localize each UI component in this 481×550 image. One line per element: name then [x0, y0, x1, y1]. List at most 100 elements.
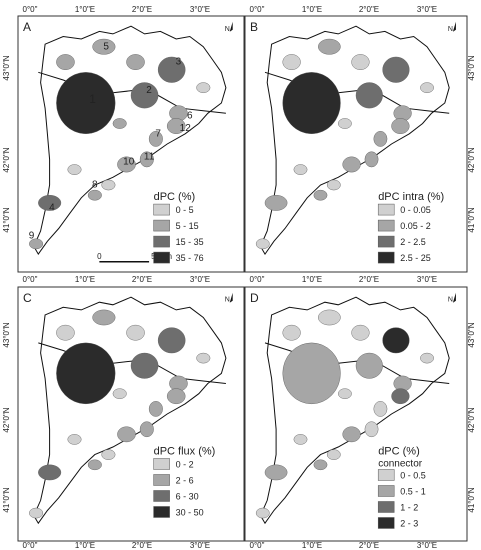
panel-label: C — [23, 291, 32, 305]
habitat-patch — [130, 352, 159, 379]
habitat-patch — [373, 401, 388, 417]
habitat-patch — [101, 449, 116, 460]
bottom-axis-tick: 3°0"E — [417, 275, 437, 284]
region-number: 12 — [180, 123, 192, 134]
top-axis-tick: 0°0" — [23, 5, 38, 14]
region-number: 6 — [187, 110, 193, 121]
bottom-axis-tick: 1°0"E — [75, 275, 95, 284]
legend-title: dPC (%) — [154, 191, 196, 203]
left-axis-tick: 41°0"N — [2, 207, 11, 232]
habitat-patch — [282, 72, 341, 134]
habitat-patch — [326, 449, 341, 460]
habitat-patch — [342, 426, 361, 443]
north-arrow-icon — [229, 21, 233, 32]
right-axis-tick: 41°0"N — [467, 487, 476, 512]
scale-bar-start: 0 — [97, 252, 102, 261]
habitat-patch — [293, 164, 308, 175]
habitat-patch — [112, 118, 127, 129]
top-axis-tick: 2°0"E — [359, 5, 379, 14]
bottom-axis-tick: 2°0"E — [132, 275, 152, 284]
panel-label: D — [250, 291, 259, 305]
legend-label: 0 - 5 — [176, 205, 194, 215]
legend-swatch — [377, 501, 395, 513]
left-axis-tick: 41°0"N — [2, 487, 11, 512]
habitat-patch — [139, 421, 154, 438]
habitat-patch — [56, 324, 75, 341]
habitat-patch — [196, 82, 211, 93]
region-number: 7 — [155, 128, 161, 139]
habitat-patch — [264, 195, 288, 211]
region-number: 2 — [146, 85, 152, 96]
habitat-patch — [382, 56, 410, 83]
right-axis-tick: 41°0"N — [467, 207, 476, 232]
bottom-axis-tick: 2°0"E — [359, 275, 379, 284]
habitat-patch — [255, 238, 270, 250]
legend-swatch — [153, 458, 170, 470]
habitat-patch — [67, 434, 82, 445]
legend-title: dPC (%) — [378, 445, 420, 457]
habitat-patch — [318, 309, 341, 326]
legend-label: 0 - 0.5 — [400, 470, 426, 480]
habitat-patch — [355, 82, 383, 109]
north-arrow-icon — [229, 292, 233, 303]
habitat-patch — [313, 189, 328, 201]
habitat-patch — [293, 434, 308, 445]
habitat-patch — [101, 179, 116, 191]
region-number: 1 — [89, 92, 96, 106]
habitat-patch — [126, 54, 145, 70]
bottom-axis-tick: 3°0"E — [417, 541, 437, 550]
habitat-patch — [282, 54, 301, 70]
habitat-patch — [282, 342, 341, 405]
legend-label: 30 - 50 — [176, 507, 204, 517]
region-number: 5 — [103, 41, 109, 52]
habitat-patch — [117, 156, 136, 173]
left-axis-tick: 42°0"N — [2, 407, 11, 432]
region-number: 3 — [176, 57, 182, 68]
bottom-axis-tick: 0°0" — [23, 541, 38, 550]
legend-swatch — [377, 469, 395, 481]
right-axis-tick: 42°0"N — [467, 407, 476, 432]
legend-label: 1 - 2 — [400, 502, 418, 512]
region-number: 9 — [29, 231, 35, 242]
habitat-patch — [87, 459, 102, 471]
bottom-axis-tick: 1°0"E — [75, 541, 95, 550]
north-arrow-label: N — [448, 26, 453, 33]
habitat-patch — [29, 507, 44, 519]
habitat-patch — [351, 54, 370, 70]
habitat-patch — [56, 342, 116, 405]
left-axis-tick: 43°0"N — [2, 322, 11, 347]
habitat-patch — [382, 327, 410, 354]
legend-label: 0 - 0.05 — [400, 205, 431, 215]
top-axis-tick: 0°0" — [250, 5, 265, 14]
legend-subtitle: connector — [378, 458, 423, 469]
top-axis-tick: 1°0"E — [75, 5, 95, 14]
legend-swatch — [153, 251, 170, 264]
habitat-patch — [56, 54, 75, 70]
legend-swatch — [377, 235, 395, 248]
habitat-patch — [326, 179, 341, 191]
left-axis-tick: 42°0"N — [2, 147, 11, 172]
habitat-patch — [391, 118, 410, 134]
top-axis-tick: 3°0"E — [417, 5, 437, 14]
habitat-patch — [139, 151, 154, 168]
legend-swatch — [377, 219, 395, 232]
habitat-patch — [117, 426, 136, 443]
bottom-axis-tick: 1°0"E — [302, 275, 322, 284]
habitat-patch — [364, 151, 379, 168]
habitat-patch — [87, 189, 102, 201]
legend-swatch — [153, 203, 170, 216]
bottom-axis-tick: 3°0"E — [190, 275, 210, 284]
legend-label: 0.5 - 1 — [400, 486, 426, 496]
panel-label: B — [250, 20, 258, 34]
habitat-patch — [255, 507, 270, 519]
north-arrow-icon — [452, 21, 456, 32]
habitat-patch — [338, 388, 352, 399]
legend-swatch — [153, 219, 170, 232]
habitat-patch — [157, 327, 186, 354]
top-axis-tick: 1°0"E — [302, 5, 322, 14]
legend-swatch — [377, 517, 395, 529]
right-axis-tick: 43°0"N — [467, 322, 476, 347]
legend-swatch — [153, 474, 170, 486]
legend-swatch — [153, 506, 170, 518]
